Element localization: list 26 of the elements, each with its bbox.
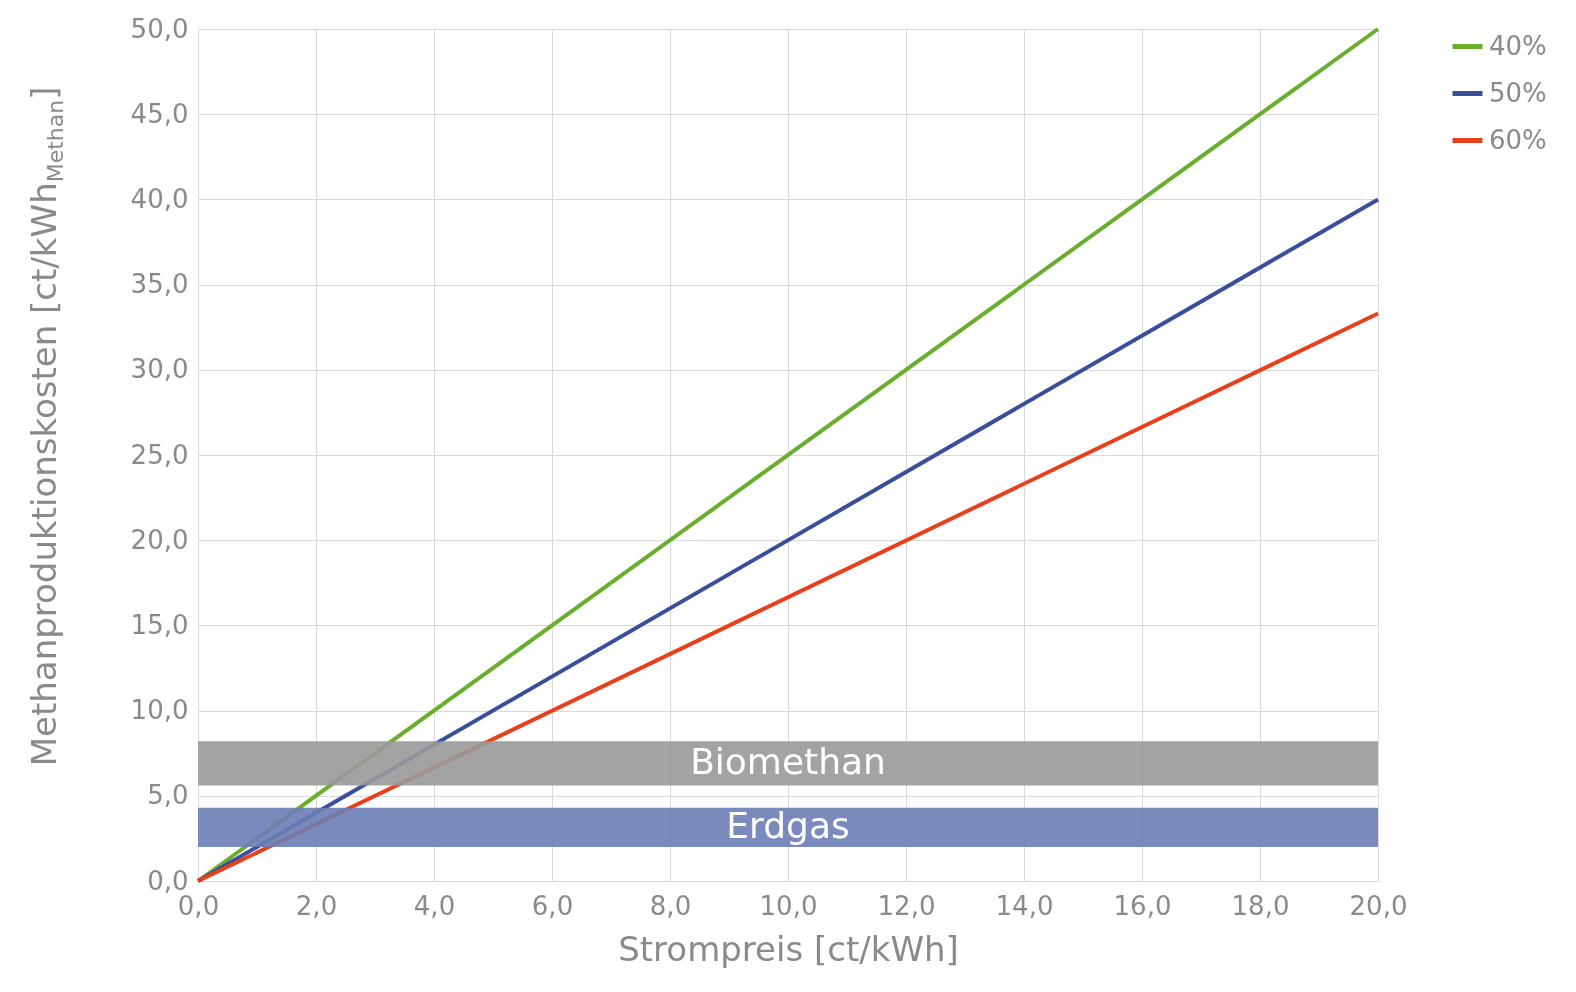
x-tick-label: 16,0 — [1113, 890, 1172, 921]
x-tick-label: 10,0 — [759, 890, 818, 921]
y-tick-label: 30,0 — [130, 354, 189, 385]
x-axis-title: Strompreis [ct/kWh] — [618, 928, 959, 969]
y-tick-label: 35,0 — [130, 269, 189, 300]
x-tick-label: 4,0 — [413, 890, 456, 921]
band-label: Biomethan — [690, 741, 886, 783]
legend-label: 50% — [1489, 77, 1547, 108]
y-tick-label: 20,0 — [130, 524, 189, 555]
y-tick-label: 25,0 — [130, 439, 189, 470]
legend-label: 40% — [1489, 30, 1547, 61]
x-tick-label: 8,0 — [649, 890, 692, 921]
x-tick-label: 20,0 — [1349, 890, 1408, 921]
y-tick-label: 10,0 — [130, 695, 189, 726]
band-label: Erdgas — [726, 805, 850, 847]
y-tick-label: 50,0 — [130, 13, 189, 44]
x-tick-label: 2,0 — [295, 890, 338, 921]
x-tick-label: 12,0 — [877, 890, 936, 921]
x-tick-label: 18,0 — [1231, 890, 1290, 921]
y-tick-label: 40,0 — [130, 183, 189, 214]
x-tick-label: 6,0 — [531, 890, 574, 921]
legend-label: 60% — [1489, 124, 1547, 155]
y-tick-label: 15,0 — [130, 609, 189, 640]
y-tick-label: 5,0 — [147, 780, 189, 811]
y-tick-label: 45,0 — [130, 98, 189, 129]
x-tick-label: 14,0 — [995, 890, 1054, 921]
